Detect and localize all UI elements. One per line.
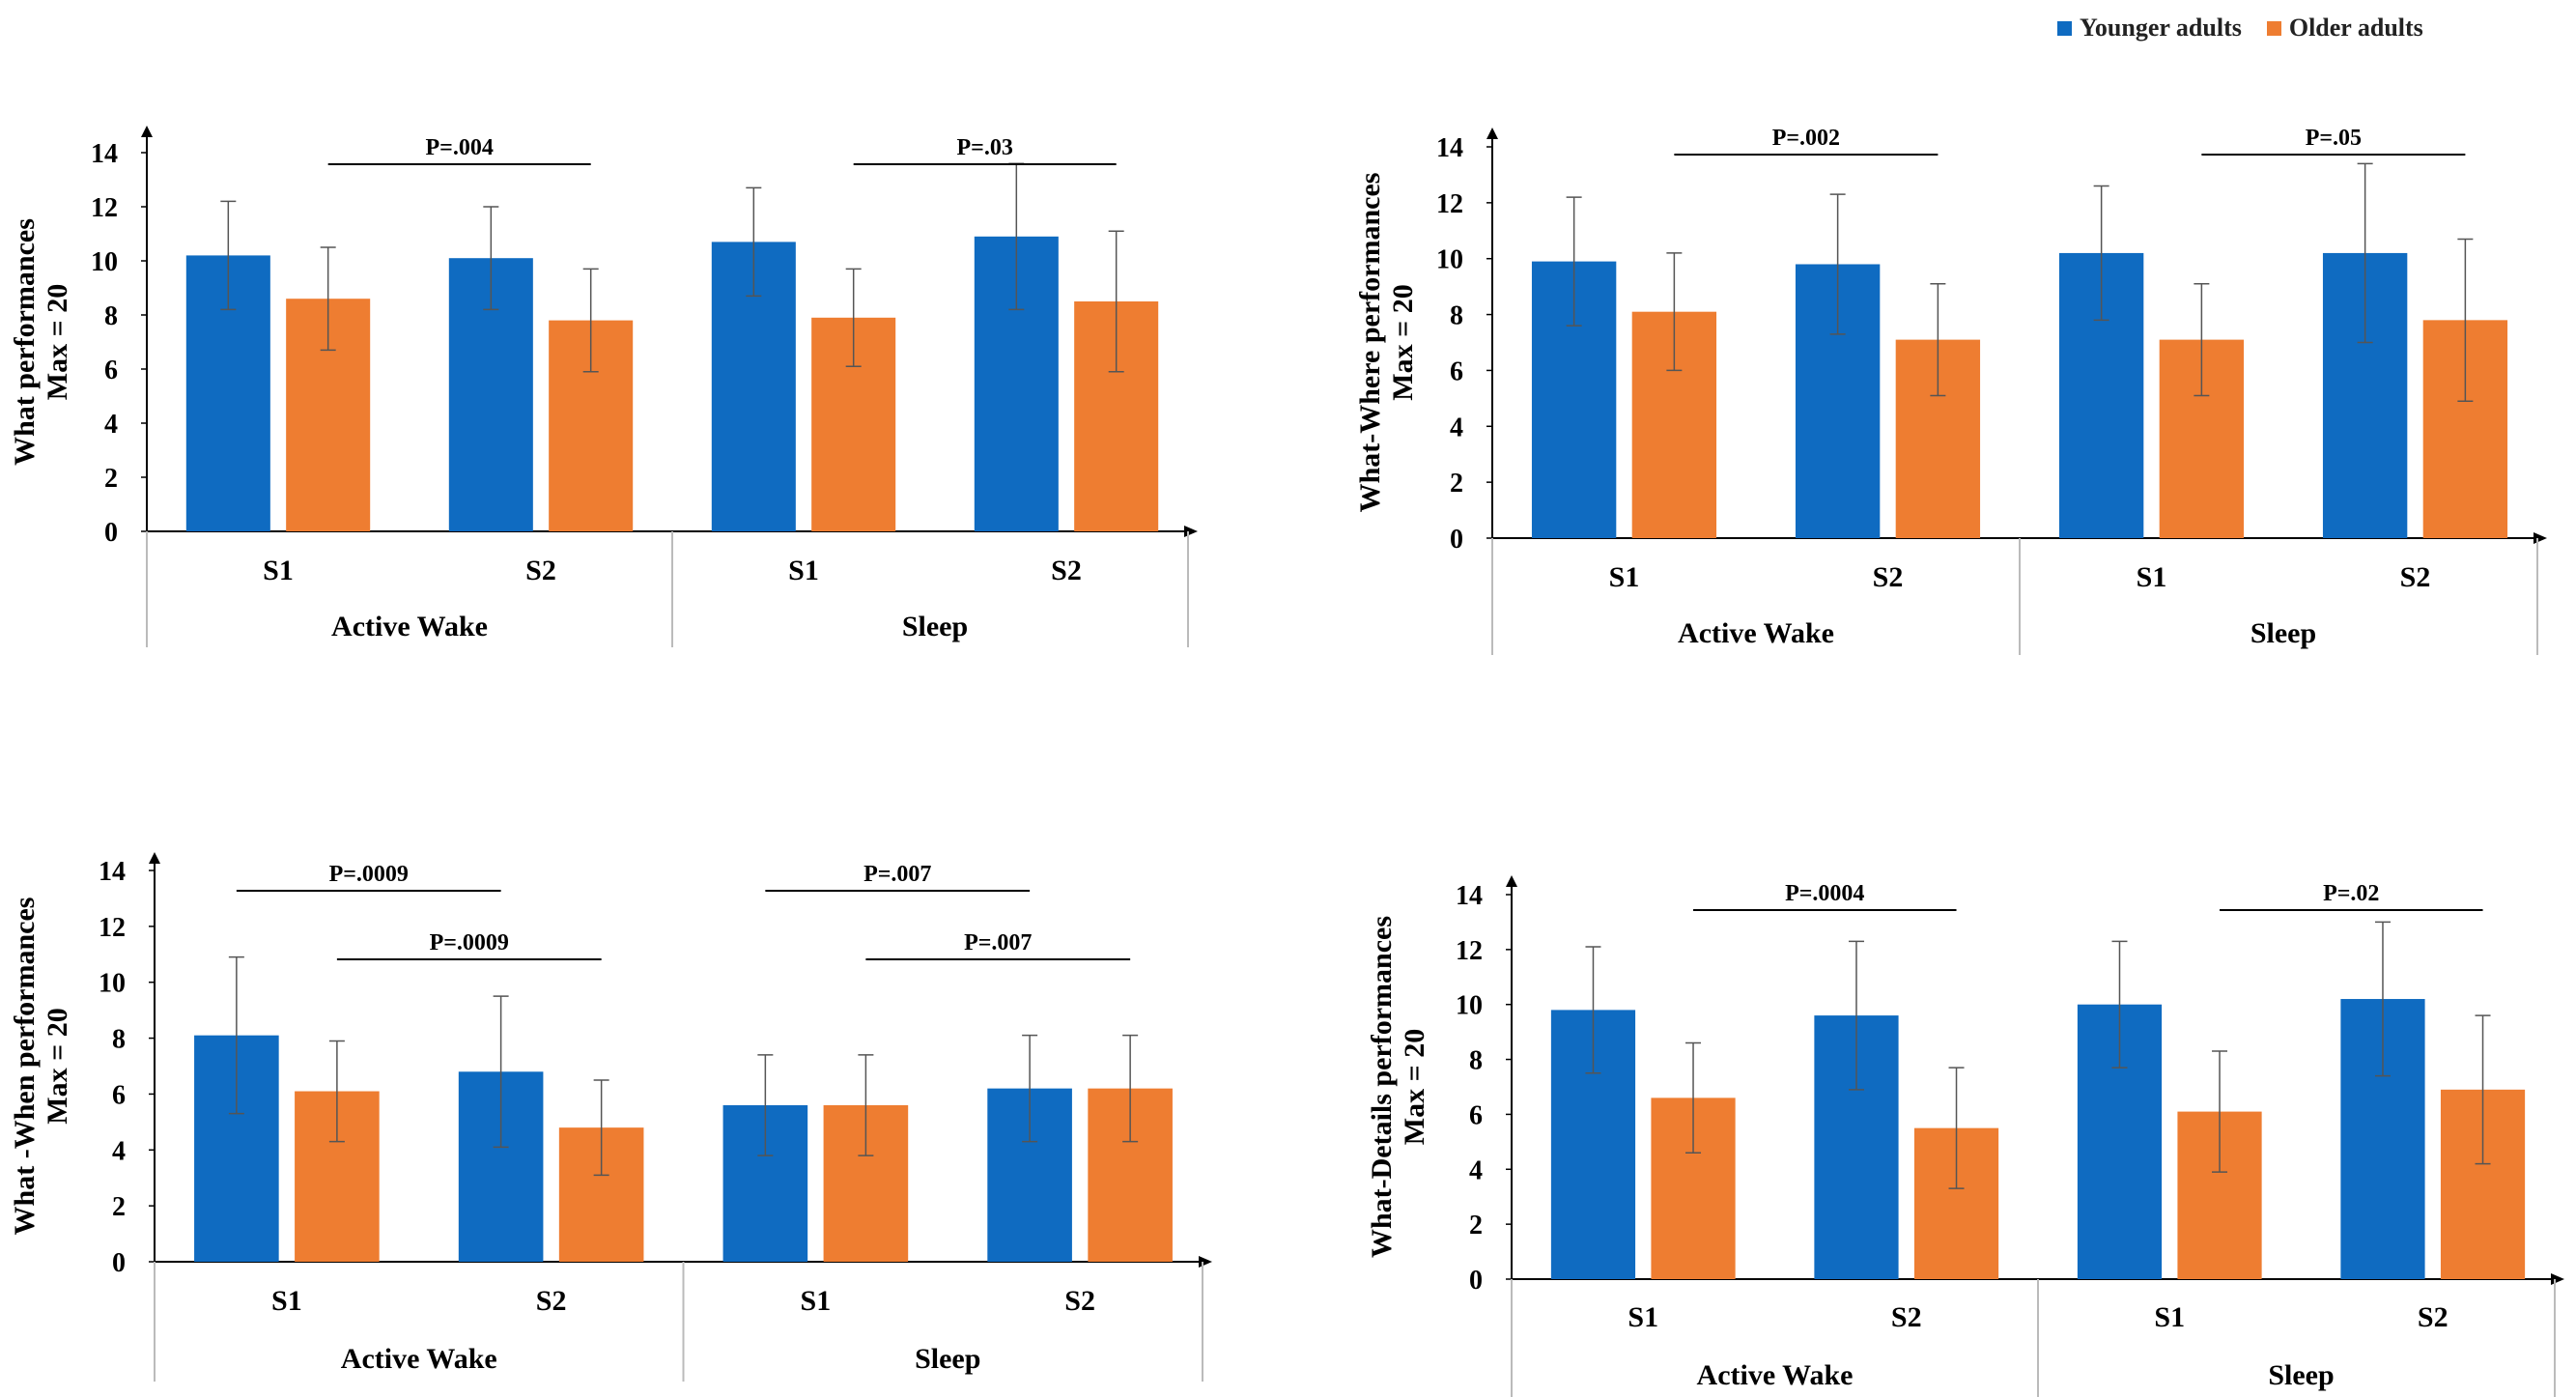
x-tick-label: S1	[2154, 1301, 2185, 1333]
y-axis-label: What-Details performancesMax = 20	[1366, 916, 1430, 1258]
legend-item-older: Older adults	[2266, 14, 2423, 43]
x-axis-arrow	[1184, 526, 1198, 537]
significance-label: P=.05	[2306, 126, 2362, 151]
y-axis-label-line1: What-Details performances	[1366, 916, 1398, 1258]
chart-panel-4: 0 2 4 6 8 10 12 14 What-Details performancesMax …	[1366, 875, 2564, 1397]
y-axis-label-line1: What performances	[9, 218, 41, 466]
legend-label-older: Older adults	[2288, 14, 2423, 42]
y-tick-label: 8	[1469, 1046, 1483, 1076]
y-axis-label-line1: What -When performances	[9, 898, 41, 1236]
y-tick-label: 14	[1456, 881, 1483, 911]
x-tick-label: S2	[536, 1285, 567, 1317]
x-tick-label: S2	[2400, 561, 2431, 593]
significance-label: P=.002	[1772, 126, 1840, 151]
y-axis-arrow	[1506, 875, 1517, 887]
x-tick-label: S2	[1873, 561, 1904, 593]
x-axis-arrow	[1199, 1256, 1212, 1268]
y-tick-label: 0	[1450, 525, 1463, 555]
legend-swatch-younger	[2057, 20, 2072, 36]
x-tick-label: S2	[2418, 1301, 2449, 1333]
y-tick-label: 0	[112, 1248, 126, 1278]
x-tick-label: S1	[788, 555, 819, 586]
y-axis-label: What-Where performancesMax = 20	[1354, 173, 1419, 513]
y-tick-label: 8	[1450, 301, 1463, 331]
y-tick-label: 6	[1450, 356, 1463, 386]
y-tick-label: 10	[1436, 245, 1463, 275]
y-tick-label: 14	[99, 857, 126, 887]
x-tick-label: S2	[525, 555, 556, 586]
y-tick-label: 4	[1469, 1155, 1483, 1185]
y-axis-label: What performancesMax = 20	[9, 218, 73, 466]
y-tick-label: 6	[104, 356, 118, 385]
significance-label: P=.0009	[329, 862, 409, 887]
y-tick-label: 10	[1456, 991, 1483, 1021]
x-tick-label: S1	[263, 555, 294, 586]
legend-swatch-older	[2266, 20, 2281, 36]
chart-legend: Younger adults Older adults	[2057, 14, 2423, 43]
legend-item-younger: Younger adults	[2057, 14, 2242, 43]
y-tick-label: 12	[99, 913, 126, 943]
y-axis-label: What -When performancesMax = 20	[9, 898, 73, 1236]
group-label: Active Wake	[1678, 617, 1834, 649]
group-label: Active Wake	[331, 611, 488, 642]
x-tick-label: S2	[1891, 1301, 1922, 1333]
y-axis-label-line2: Max = 20	[1399, 1029, 1430, 1145]
x-axis-arrow	[2534, 532, 2547, 544]
group-label: Sleep	[2250, 617, 2316, 649]
x-tick-label: S1	[801, 1285, 832, 1317]
significance-label: P=.007	[863, 862, 931, 887]
y-tick-label: 4	[104, 410, 118, 440]
x-tick-label: S2	[1064, 1285, 1095, 1317]
group-label: Sleep	[2268, 1359, 2334, 1391]
y-axis-label-line1: What-Where performances	[1354, 173, 1386, 513]
y-tick-label: 0	[1469, 1266, 1483, 1296]
chart-panel-1: 0 2 4 6 8 10 12 14 What performancesMax = 20 S1 S2…	[9, 126, 1198, 647]
y-tick-label: 12	[1436, 189, 1463, 219]
y-tick-label: 12	[1456, 936, 1483, 966]
y-tick-label: 14	[91, 139, 118, 169]
x-tick-label: S1	[1628, 1301, 1658, 1333]
y-tick-label: 12	[91, 193, 118, 223]
y-tick-label: 0	[104, 518, 118, 548]
y-axis-label-line2: Max = 20	[42, 284, 73, 400]
legend-label-younger: Younger adults	[2080, 14, 2242, 42]
significance-label: P=.007	[964, 930, 1032, 955]
significance-label: P=.004	[426, 135, 494, 160]
x-tick-label: S1	[2137, 561, 2167, 593]
y-tick-label: 2	[112, 1192, 126, 1222]
y-tick-label: 8	[112, 1025, 126, 1055]
y-tick-label: 6	[1469, 1100, 1483, 1130]
significance-label: P=.0004	[1785, 881, 1864, 906]
y-axis-arrow	[1486, 128, 1498, 139]
significance-label: P=.02	[2323, 881, 2379, 906]
y-tick-label: 4	[112, 1136, 126, 1166]
x-tick-label: S1	[1609, 561, 1640, 593]
significance-label: P=.0009	[430, 930, 509, 955]
group-label: Active Wake	[1697, 1359, 1854, 1391]
y-axis-arrow	[149, 852, 160, 864]
y-tick-label: 4	[1450, 413, 1463, 442]
chart-panel-2: 0 2 4 6 8 10 12 14 What-Where performancesMax = …	[1354, 126, 2547, 655]
y-axis-label-line2: Max = 20	[42, 1008, 73, 1124]
y-tick-label: 2	[104, 464, 118, 494]
group-label: Active Wake	[341, 1343, 497, 1375]
x-tick-label: S2	[1051, 555, 1082, 586]
group-label: Sleep	[902, 611, 968, 642]
y-tick-label: 14	[1436, 133, 1463, 163]
x-axis-arrow	[2551, 1273, 2564, 1285]
y-tick-label: 10	[99, 969, 126, 999]
y-tick-label: 8	[104, 301, 118, 331]
y-tick-label: 6	[112, 1080, 126, 1110]
x-tick-label: S1	[271, 1285, 302, 1317]
y-axis-arrow	[141, 126, 153, 137]
group-label: Sleep	[915, 1343, 980, 1375]
y-tick-label: 10	[91, 247, 118, 277]
chart-panel-3: 0 2 4 6 8 10 12 14 What -When performancesMax = …	[9, 852, 1212, 1382]
y-tick-label: 2	[1450, 469, 1463, 499]
y-axis-label-line2: Max = 20	[1387, 284, 1419, 400]
y-tick-label: 2	[1469, 1211, 1483, 1240]
significance-label: P=.03	[957, 135, 1013, 160]
